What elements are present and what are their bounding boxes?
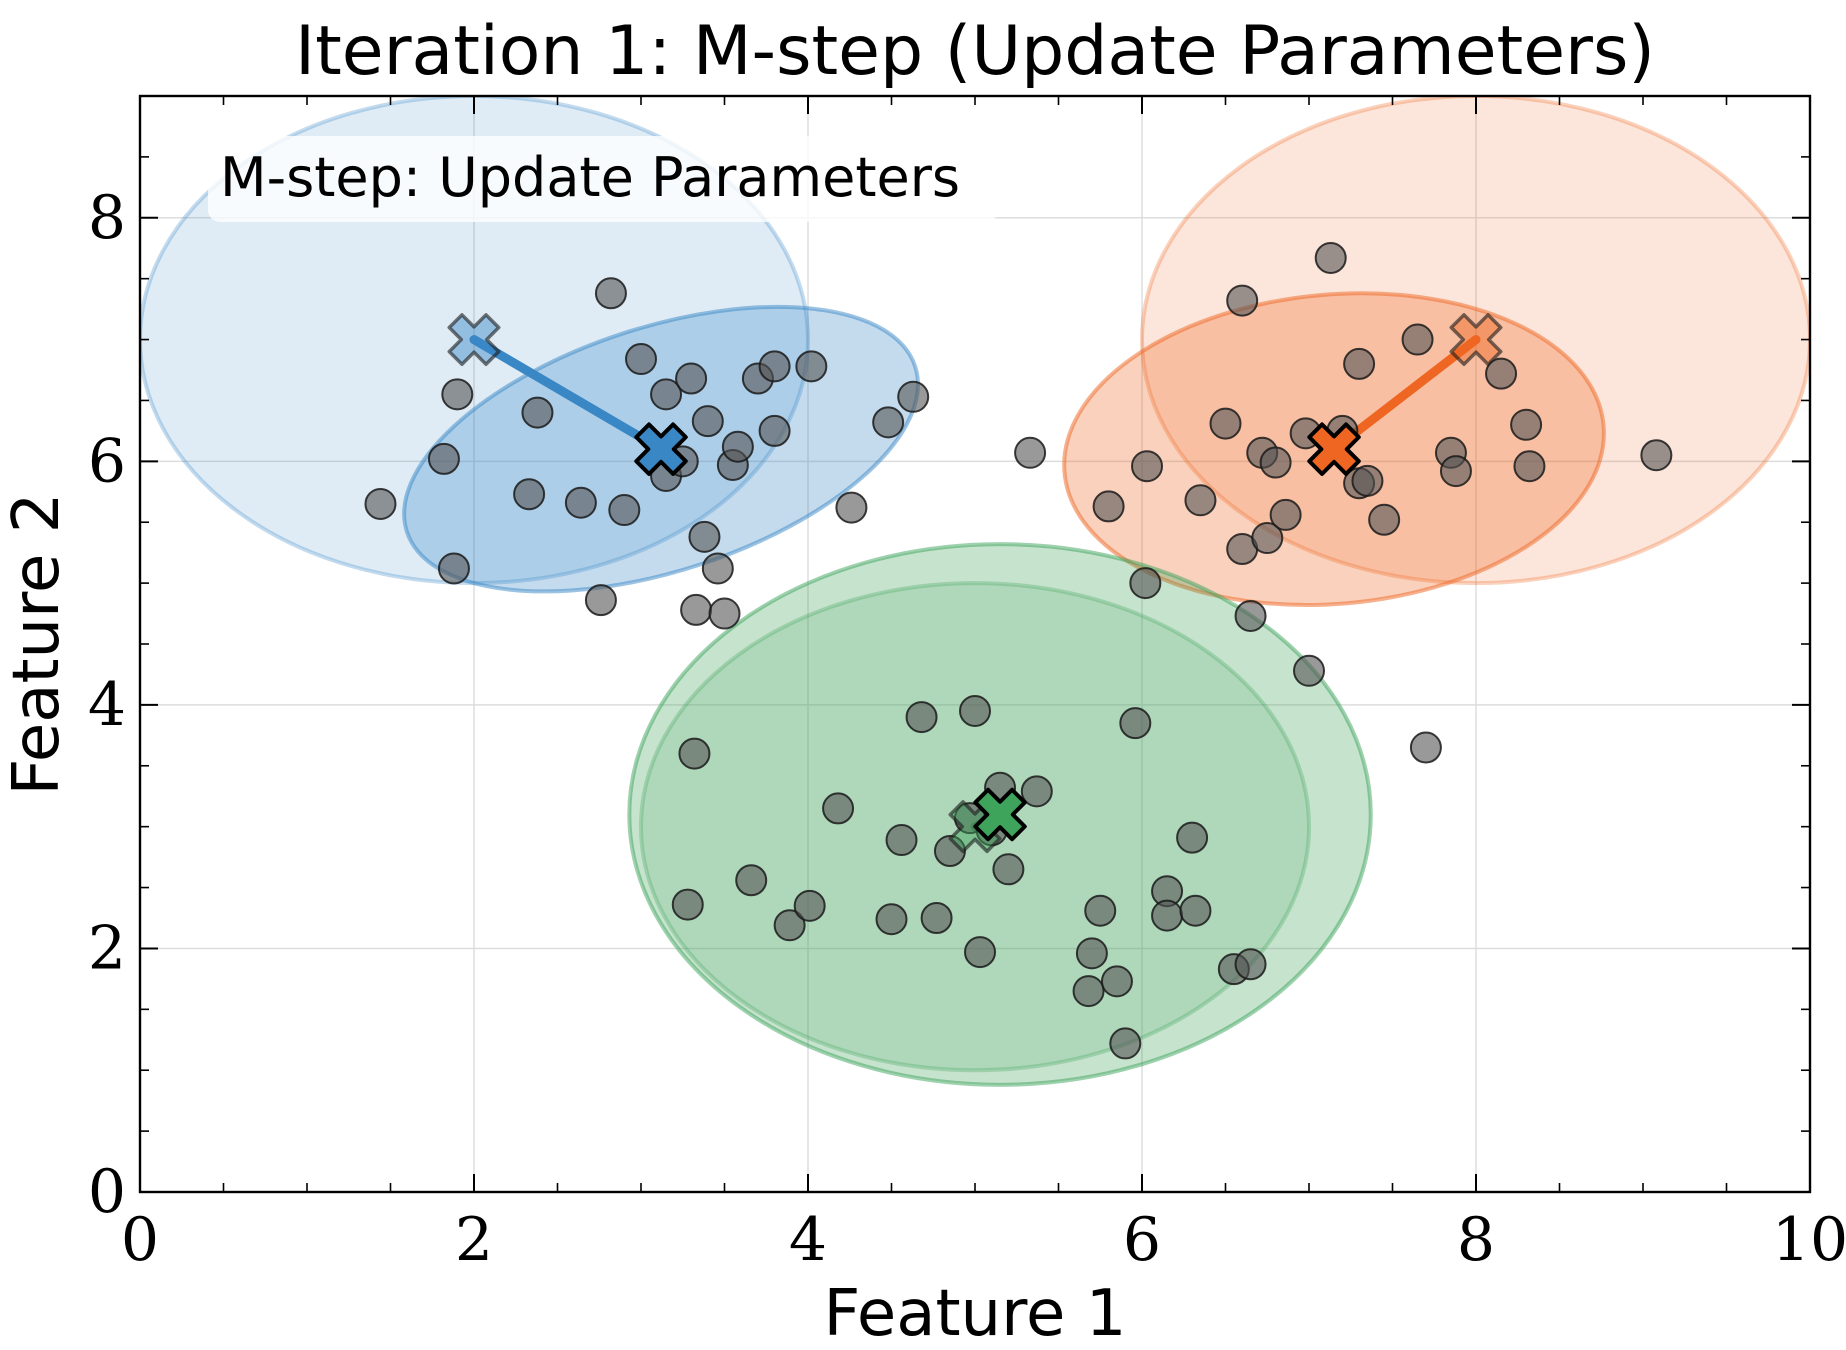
data-point bbox=[675, 362, 708, 395]
data-point bbox=[964, 936, 997, 969]
data-point bbox=[1293, 654, 1325, 687]
y-tick-label: 8 bbox=[88, 183, 126, 253]
x-tick-label: 4 bbox=[789, 1205, 827, 1275]
data-point bbox=[1084, 894, 1117, 927]
y-tick-label: 6 bbox=[88, 426, 126, 496]
data-point bbox=[564, 486, 597, 519]
x-tick-label: 2 bbox=[455, 1205, 493, 1275]
data-point bbox=[885, 824, 918, 857]
data-point bbox=[758, 414, 791, 447]
data-point bbox=[650, 378, 683, 411]
x-tick-label: 10 bbox=[1772, 1205, 1846, 1275]
data-point bbox=[1368, 503, 1401, 536]
y-tick-label: 4 bbox=[88, 670, 126, 740]
data-point bbox=[437, 552, 470, 585]
mean-shift-line-1 bbox=[469, 335, 666, 454]
data-point bbox=[701, 552, 734, 585]
x-tick-label: 6 bbox=[1123, 1205, 1161, 1275]
data-point bbox=[1226, 284, 1259, 317]
data-point bbox=[691, 405, 724, 438]
data-point bbox=[1129, 567, 1162, 600]
x-tick-label: 8 bbox=[1457, 1205, 1495, 1275]
data-point bbox=[680, 593, 713, 626]
data-point bbox=[1100, 965, 1133, 998]
y-axis-label: Feature 2 bbox=[0, 493, 74, 796]
data-point bbox=[822, 792, 855, 825]
data-point bbox=[1343, 347, 1376, 380]
data-point bbox=[773, 909, 806, 942]
new-mean-marker-2 bbox=[1307, 422, 1361, 476]
data-point bbox=[441, 378, 474, 411]
data-point bbox=[1251, 522, 1284, 555]
data-point bbox=[584, 584, 617, 617]
data-point bbox=[1234, 948, 1267, 981]
annotation-text: M-step: Update Parameters bbox=[220, 146, 960, 209]
data-point bbox=[992, 853, 1025, 886]
data-point bbox=[897, 380, 930, 413]
data-point bbox=[1109, 1027, 1142, 1060]
data-point bbox=[513, 478, 546, 511]
data-point bbox=[1020, 775, 1053, 808]
data-point bbox=[1075, 937, 1108, 970]
data-point bbox=[1119, 707, 1152, 740]
data-point bbox=[1409, 731, 1442, 764]
data-point bbox=[1176, 821, 1209, 854]
data-point bbox=[594, 277, 627, 310]
data-point bbox=[1234, 599, 1267, 632]
chart-title: Iteration 1: M-step (Update Parameters) bbox=[295, 12, 1655, 91]
data-point bbox=[1259, 446, 1292, 479]
data-point bbox=[625, 343, 657, 376]
data-point bbox=[427, 442, 460, 475]
data-point bbox=[1640, 439, 1673, 472]
data-point bbox=[1269, 498, 1302, 531]
data-point bbox=[521, 396, 554, 429]
data-point bbox=[1179, 894, 1212, 927]
data-point bbox=[1072, 975, 1105, 1008]
y-tick-label: 2 bbox=[88, 913, 126, 983]
data-point bbox=[1513, 450, 1546, 483]
data-point bbox=[872, 406, 905, 439]
data-point bbox=[1485, 357, 1518, 390]
data-point bbox=[959, 694, 991, 727]
y-tick-label: 0 bbox=[88, 1157, 126, 1227]
data-point bbox=[1131, 450, 1164, 483]
data-point bbox=[671, 888, 704, 921]
data-point bbox=[758, 350, 791, 383]
data-point bbox=[793, 889, 826, 922]
x-tick-label: 0 bbox=[121, 1205, 159, 1275]
data-point bbox=[1351, 464, 1384, 497]
annotation-box bbox=[208, 136, 998, 222]
new-mean-marker-3 bbox=[973, 787, 1027, 842]
data-point bbox=[1184, 484, 1217, 517]
mean-markers bbox=[447, 313, 1503, 854]
data-point bbox=[1314, 241, 1347, 274]
data-point bbox=[1439, 455, 1472, 488]
data-point bbox=[1401, 323, 1434, 356]
data-point bbox=[735, 864, 768, 897]
data-point bbox=[364, 487, 397, 520]
data-point bbox=[1510, 408, 1543, 441]
data-point bbox=[678, 737, 711, 770]
x-axis-label: Feature 1 bbox=[824, 1277, 1127, 1350]
data-point bbox=[835, 491, 868, 524]
data-point bbox=[688, 520, 721, 553]
data-point bbox=[1209, 407, 1242, 440]
plot-area bbox=[140, 96, 1810, 1087]
ticks: 0 2 4 6 8 10 0 2 4 6 8 bbox=[88, 96, 1846, 1275]
data-point bbox=[875, 903, 908, 936]
data-point bbox=[905, 701, 938, 734]
old-mean-marker-2 bbox=[1449, 313, 1503, 367]
data-point bbox=[721, 430, 754, 463]
data-point bbox=[795, 350, 828, 383]
data-point bbox=[1092, 490, 1125, 523]
new-mean-marker-1 bbox=[634, 422, 688, 476]
data-point bbox=[1151, 899, 1184, 932]
data-point bbox=[920, 902, 953, 934]
data-point bbox=[708, 597, 741, 630]
old-mean-marker-1 bbox=[447, 313, 501, 367]
data-point bbox=[1014, 436, 1047, 469]
data-point bbox=[608, 494, 641, 527]
